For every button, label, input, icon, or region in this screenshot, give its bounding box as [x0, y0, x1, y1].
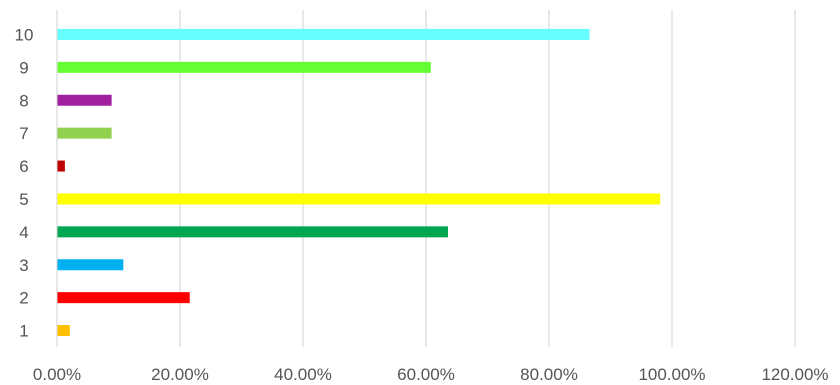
bar [57, 160, 65, 172]
bar [57, 127, 112, 139]
bar [57, 193, 661, 205]
y-tick-label: 5 [19, 190, 28, 209]
y-tick-label: 8 [19, 91, 28, 110]
x-tick-label: 80.00% [520, 365, 578, 384]
y-tick-label: 10 [15, 25, 34, 44]
x-tick-label: 40.00% [274, 365, 332, 384]
y-tick-label: 9 [19, 58, 28, 77]
bars [57, 28, 661, 337]
bar [57, 61, 431, 73]
y-tick-label: 1 [19, 322, 28, 341]
x-tick-label: 60.00% [397, 365, 455, 384]
y-axis-labels: 1 2 3 4 5 6 7 8 9 10 [15, 25, 34, 340]
y-tick-label: 6 [19, 157, 28, 176]
x-tick-label: 0.00% [33, 365, 81, 384]
bar [57, 28, 590, 40]
y-tick-label: 2 [19, 289, 28, 308]
x-tick-label: 20.00% [151, 365, 209, 384]
bar [57, 292, 190, 304]
y-tick-label: 7 [19, 124, 28, 143]
y-tick-label: 3 [19, 256, 28, 275]
y-tick-label: 4 [19, 223, 28, 242]
x-tick-label: 120.00% [761, 365, 828, 384]
bar [57, 325, 70, 337]
bar [57, 94, 112, 106]
x-tick-label: 100.00% [638, 365, 705, 384]
bar [57, 226, 449, 238]
x-axis-labels: 0.00% 20.00% 40.00% 60.00% 80.00% 100.00% 120.… [33, 365, 829, 384]
bar [57, 259, 124, 271]
